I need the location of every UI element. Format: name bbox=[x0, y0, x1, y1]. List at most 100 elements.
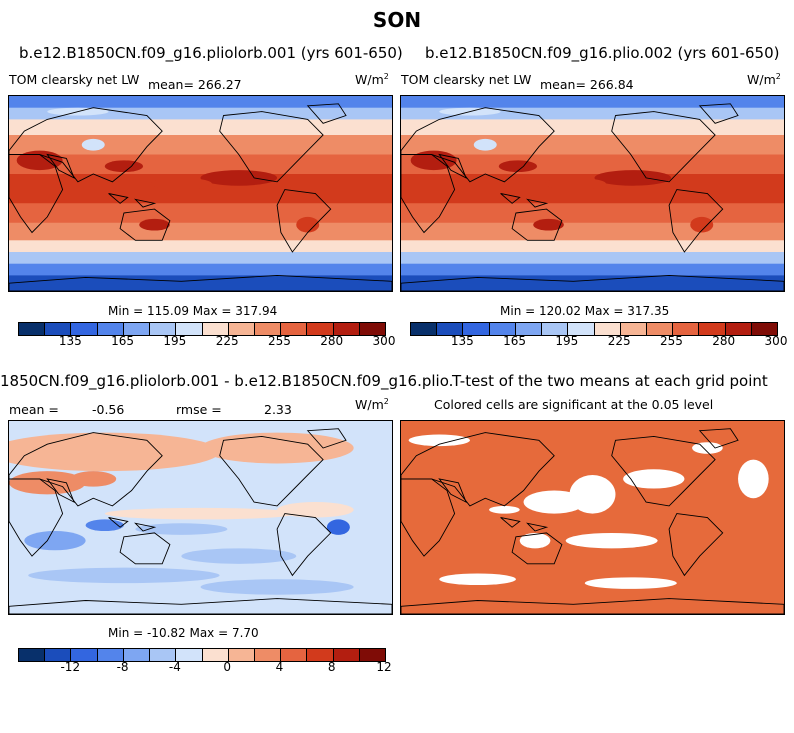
coastline bbox=[500, 193, 521, 204]
colorbar-tick-label: 280 bbox=[712, 334, 736, 348]
colorbar-swatch bbox=[594, 323, 621, 335]
coastline bbox=[401, 274, 784, 291]
coastline bbox=[698, 428, 739, 449]
coastline bbox=[134, 198, 157, 208]
colorbar-tick-label: 165 bbox=[111, 334, 135, 348]
field-blob bbox=[28, 567, 220, 584]
panel4-map bbox=[400, 420, 785, 615]
panel2-variable: TOM clearsky net LW bbox=[401, 72, 532, 87]
colorbar-tick-label: 225 bbox=[215, 334, 239, 348]
field-band bbox=[9, 174, 392, 204]
insignificant-region bbox=[519, 532, 551, 549]
colorbar-swatch bbox=[45, 323, 72, 335]
insignificant-region bbox=[584, 577, 677, 589]
field-band bbox=[401, 96, 784, 109]
field-blob bbox=[181, 548, 297, 564]
colorbar-swatch bbox=[542, 323, 569, 335]
coastline bbox=[46, 153, 75, 179]
panel4-subtitle: Colored cells are significant at the 0.0… bbox=[434, 397, 714, 412]
colorbar-tick-label: 300 bbox=[764, 334, 788, 348]
panel3-colorbar bbox=[18, 648, 386, 662]
insignificant-region bbox=[623, 469, 685, 489]
colorbar-swatch bbox=[620, 323, 647, 335]
colorbar-tick-label: 280 bbox=[320, 334, 344, 348]
colorbar-swatch bbox=[437, 323, 464, 335]
panel3-units: W/m2 bbox=[355, 397, 389, 413]
field-blob bbox=[135, 523, 228, 535]
insignificant-region bbox=[692, 442, 723, 454]
panel1-minmax: Min = 115.09 Max = 317.94 bbox=[108, 304, 278, 318]
field-blob bbox=[9, 471, 86, 495]
colorbar-tick-label: 225 bbox=[607, 334, 631, 348]
colorbar-tick-label: 255 bbox=[267, 334, 291, 348]
panel1-colorbar bbox=[18, 322, 386, 336]
panel3-map bbox=[8, 420, 393, 615]
field-band bbox=[401, 135, 784, 155]
colorbar-swatch bbox=[97, 649, 124, 661]
field-blob bbox=[200, 170, 278, 186]
field-band bbox=[401, 119, 784, 136]
colorbar-tick-label: 135 bbox=[450, 334, 474, 348]
colorbar-swatch bbox=[254, 323, 282, 335]
coastline bbox=[438, 478, 467, 504]
coastline bbox=[401, 598, 784, 614]
field-band bbox=[9, 275, 392, 291]
coastline bbox=[9, 154, 64, 234]
field-band bbox=[9, 222, 392, 241]
colorbar-swatch bbox=[254, 649, 282, 661]
colorbar-swatch bbox=[333, 649, 360, 661]
field-blob bbox=[81, 138, 105, 151]
coastline bbox=[500, 517, 521, 528]
colorbar-swatch bbox=[71, 649, 98, 661]
field-blob bbox=[200, 432, 354, 464]
colorbar-swatch bbox=[463, 323, 490, 335]
colorbar-tick-label: 135 bbox=[58, 334, 82, 348]
colorbar-tick-label: 12 bbox=[376, 660, 392, 674]
coastline bbox=[9, 107, 163, 183]
colorbar-swatch bbox=[97, 323, 124, 335]
insignificant-region bbox=[565, 532, 658, 549]
coastline bbox=[134, 522, 157, 532]
coastline bbox=[9, 598, 392, 614]
colorbar-tick-label: 0 bbox=[223, 660, 231, 674]
colorbar-tick-label: 4 bbox=[275, 660, 284, 674]
coastline bbox=[511, 532, 563, 565]
coastline bbox=[668, 189, 724, 253]
colorbar-swatch bbox=[281, 323, 308, 335]
field-blob bbox=[544, 177, 606, 190]
field-blob bbox=[139, 218, 170, 231]
colorbar-swatch bbox=[333, 323, 360, 335]
field-blob bbox=[104, 507, 297, 520]
field-blob bbox=[150, 177, 212, 190]
insignificant-region bbox=[489, 505, 520, 514]
coastline bbox=[276, 189, 332, 253]
field-blob bbox=[24, 531, 86, 551]
colorbar-swatch bbox=[150, 649, 177, 661]
colorbar-swatch bbox=[176, 323, 203, 335]
coastline bbox=[611, 435, 716, 507]
field-band bbox=[401, 263, 784, 276]
coastline bbox=[9, 478, 64, 557]
colorbar-swatch bbox=[359, 649, 386, 661]
colorbar-swatch bbox=[515, 323, 543, 335]
field-blob bbox=[690, 216, 714, 233]
field-blob bbox=[594, 170, 672, 186]
field-blob bbox=[277, 502, 354, 518]
coastline bbox=[219, 111, 324, 183]
field-blob bbox=[104, 160, 144, 173]
panel3-minmax: Min = -10.82 Max = 7.70 bbox=[108, 626, 259, 640]
field-blob bbox=[9, 432, 220, 472]
coastline bbox=[46, 478, 75, 504]
colorbar-swatch bbox=[568, 323, 595, 335]
field-band bbox=[401, 275, 784, 291]
coastline bbox=[401, 107, 555, 183]
colorbar-tick-label: -12 bbox=[60, 660, 81, 674]
panel3-rmse-label: rmse = bbox=[176, 402, 222, 417]
field-blob bbox=[70, 471, 117, 487]
colorbar-swatch bbox=[489, 323, 516, 335]
panel2-colorbar bbox=[410, 322, 778, 336]
coastline bbox=[401, 154, 456, 234]
field-band bbox=[401, 252, 784, 265]
figure-title: SON bbox=[372, 8, 422, 32]
colorbar-swatch bbox=[71, 323, 98, 335]
